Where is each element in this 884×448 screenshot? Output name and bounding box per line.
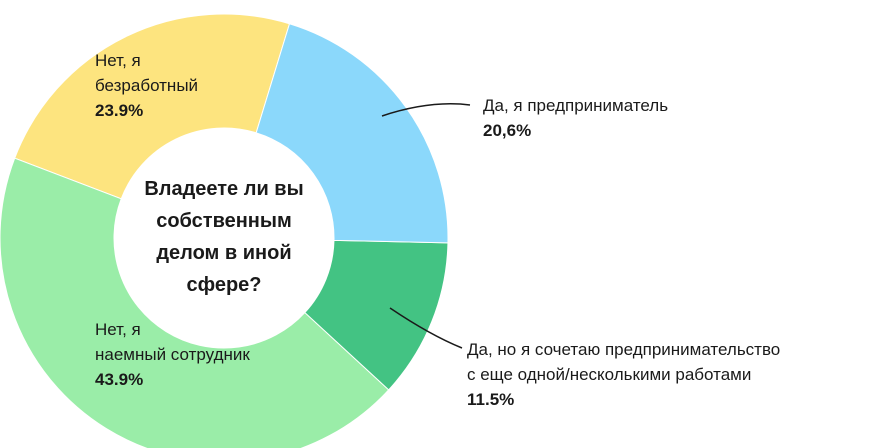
value-label: 23.9% — [95, 101, 144, 120]
slice — [0, 157, 390, 448]
slice — [255, 23, 449, 244]
leader-line — [389, 307, 463, 349]
category-label: Нет, я безработный — [95, 51, 199, 95]
slice-label: Да, я предприниматель 20,6% — [483, 93, 668, 143]
slice — [304, 239, 449, 391]
category-label: Нет, я наемный сотрудник — [95, 320, 250, 364]
chart-title: Владеете ли вы собственным делом в иной … — [144, 178, 304, 296]
leader-line — [381, 103, 471, 117]
category-label: Да, я предприниматель — [483, 96, 669, 115]
slice-label: Нет, я безработный 23.9% — [95, 48, 198, 123]
value-label: 20,6% — [483, 121, 532, 140]
category-label: Да, но я сочетаю предпринимательство с е… — [467, 340, 781, 384]
value-label: 11.5% — [467, 390, 515, 409]
value-label: 43.9% — [95, 370, 144, 389]
slice-label: Нет, я наемный сотрудник 43.9% — [95, 317, 250, 392]
slice — [14, 13, 291, 200]
slice-label: Да, но я сочетаю предпринимательство с е… — [467, 337, 780, 412]
